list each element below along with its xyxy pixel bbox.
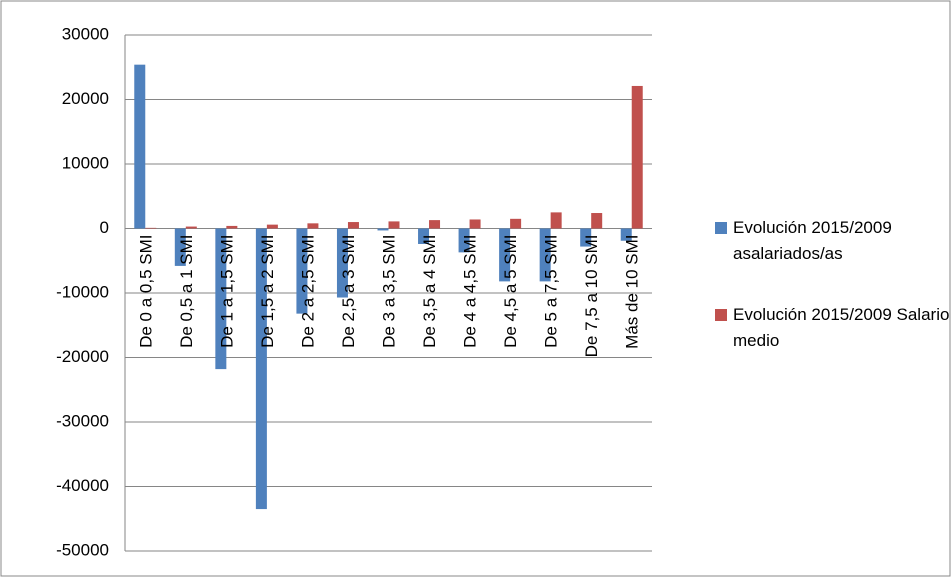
bar <box>388 221 400 229</box>
legend-label: Evolución 2015/2009 asalariados/as <box>733 218 897 263</box>
y-tick-label: 20000 <box>62 89 109 108</box>
bar <box>418 228 430 244</box>
x-tick-label: De 0 a 0,5 SMI <box>136 235 155 348</box>
bar <box>215 228 227 370</box>
bar <box>296 228 308 314</box>
y-tick-label: -10000 <box>56 282 109 301</box>
legend-swatch <box>715 222 727 234</box>
bar <box>134 64 146 229</box>
bar <box>591 213 603 229</box>
bar <box>307 223 319 229</box>
x-tick-label: De 1 a 1,5 SMI <box>217 235 236 348</box>
bar <box>539 228 551 282</box>
bar <box>499 228 511 282</box>
y-tick-label: 10000 <box>62 153 109 172</box>
y-tick-label: 30000 <box>62 24 109 43</box>
x-tick-label: De 4,5 a 5 SMI <box>501 235 520 348</box>
bar <box>580 228 592 247</box>
x-tick-label: De 4 a 4,5 SMI <box>461 234 480 347</box>
y-tick-label: -40000 <box>56 476 109 495</box>
bar <box>145 227 157 229</box>
y-tick-label: -50000 <box>56 540 109 559</box>
legend-entry: Evolución 2015/2009 Salario medio <box>715 302 951 354</box>
bar <box>226 225 238 229</box>
x-tick-label: De 0,5 a 1 SMI <box>177 234 196 347</box>
bar <box>510 218 522 229</box>
bar <box>469 219 481 229</box>
bar <box>631 85 643 229</box>
bar <box>458 228 470 253</box>
x-tick-label: De 2 a 2,5 SMI <box>298 235 317 348</box>
bar <box>255 228 267 510</box>
bar <box>377 228 389 231</box>
bar <box>174 228 186 266</box>
bar <box>266 224 278 229</box>
legend-entry: Evolución 2015/2009 asalariados/as <box>715 215 951 267</box>
y-tick-label: -30000 <box>56 411 109 430</box>
x-tick-label: De 7,5 a 10 SMI <box>582 235 601 358</box>
x-tick-label: De 5 a 7,5 SMI <box>542 235 561 348</box>
x-tick-label: De 3,5 a 4 SMI <box>420 235 439 348</box>
bar <box>347 222 359 229</box>
legend-swatch <box>715 309 727 321</box>
y-tick-label: -20000 <box>56 347 109 366</box>
bar <box>550 212 562 229</box>
bar <box>185 226 197 229</box>
legend-label: Evolución 2015/2009 Salario medio <box>733 305 950 350</box>
x-tick-label: De 1,5 a 2 SMI <box>258 235 277 348</box>
bar <box>429 220 441 229</box>
bar <box>336 228 348 298</box>
bar <box>620 228 632 241</box>
x-tick-label: De 3 a 3,5 SMI <box>380 235 399 348</box>
x-tick-label: Más de 10 SMI <box>623 235 642 349</box>
x-tick-label: De 2,5 a 3 SMI <box>339 235 358 348</box>
y-tick-label: 0 <box>100 218 109 237</box>
